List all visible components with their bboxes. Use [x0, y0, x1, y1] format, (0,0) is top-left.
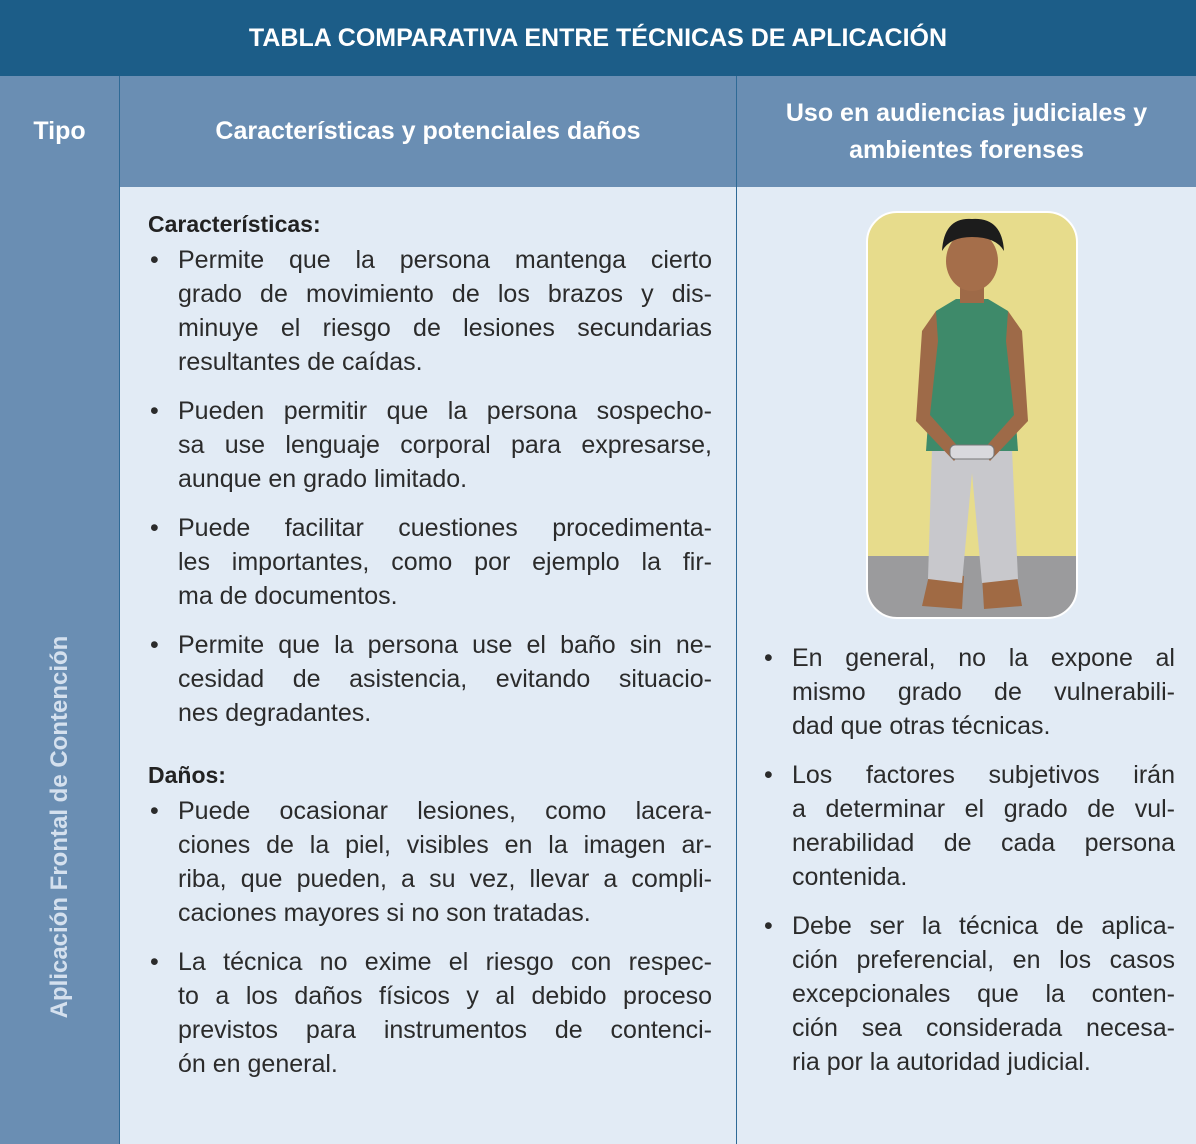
text-line: a determinar el grado de vul- — [792, 795, 1175, 823]
type-cell: Aplicación Frontal de Contención — [0, 187, 120, 1144]
table-title: TABLA COMPARATIVA ENTRE TÉCNICAS DE APLI… — [0, 0, 1196, 76]
text-line: excepcionales que la conten- — [792, 980, 1175, 1008]
text-line: cesidad de asistencia, evitando situacio… — [178, 665, 712, 693]
bullet-list: Puede ocasionar lesiones, como lacera-ci… — [148, 794, 712, 1081]
text-line: sa use lenguaje corporal para expresarse… — [178, 431, 712, 459]
text-line: ción preferencial, en los casos — [792, 946, 1175, 974]
text-line: previstos para instrumentos de contenci- — [178, 1016, 712, 1044]
text-line: les importantes, como por ejemplo la fir… — [178, 548, 712, 576]
text-line: resultantes de caídas. — [178, 348, 423, 376]
text-line: minuye el riesgo de lesiones secundarias — [178, 314, 712, 342]
bullet-item: Debe ser la técnica de aplica-ción prefe… — [762, 909, 1175, 1079]
text-line: nes degradantes. — [178, 699, 372, 727]
type-label: Aplicación Frontal de Contención — [46, 635, 73, 1019]
text-line: aunque en grado limitado. — [178, 465, 468, 493]
usage-cell: En general, no la expone al mismo grado d… — [737, 187, 1196, 1144]
bullet-item: En general, no la expone al mismo grado d… — [762, 641, 1175, 743]
text-line: riba, que pueden, a su vez, llevar a com… — [178, 865, 712, 893]
text-line: grado de movimiento de los brazos y dis- — [178, 280, 712, 308]
bullet-item: Los factores subjetivos irán a determinar… — [762, 758, 1175, 894]
text-line: ciones de la piel, visibles en la imagen… — [178, 831, 712, 859]
text-line: to a los daños físicos y al debido proce… — [178, 982, 712, 1010]
text-line: Los factores subjetivos irán — [792, 761, 1175, 789]
section-heading: Características: — [148, 211, 321, 237]
text-line: dad que otras técnicas. — [792, 712, 1051, 740]
bullet-item: Puede facilitar cuestiones procedimenta-… — [148, 511, 712, 613]
section-heading: Daños: — [148, 762, 226, 788]
bullet-item: Pueden permitir que la persona sospecho-… — [148, 394, 712, 496]
bullet-list: Permite que la persona mantenga cierto gr… — [148, 243, 712, 730]
header-cell: Tipo — [0, 76, 120, 187]
header-cell: Uso en audiencias judiciales y ambientes… — [737, 76, 1196, 187]
text-line: Debe ser la técnica de aplica- — [792, 912, 1175, 940]
bullet-item: Permite que la persona use el baño sin n… — [148, 628, 712, 730]
text-line: Permite que la persona mantenga cierto — [178, 246, 712, 274]
bullet-list: En general, no la expone al mismo grado d… — [762, 641, 1175, 1079]
text-line: ria por la autoridad judicial. — [792, 1048, 1091, 1076]
illustration — [866, 211, 1078, 619]
text-line: Puede ocasionar lesiones, como lacera- — [178, 797, 712, 825]
text-line: ción sea considerada necesa- — [792, 1014, 1175, 1042]
text-line: caciones mayores si no son tratadas. — [178, 899, 591, 927]
header-cell: Características y potenciales daños — [120, 76, 737, 187]
text-line: mismo grado de vulnerabili- — [792, 678, 1175, 706]
bullet-item: Puede ocasionar lesiones, como lacera-ci… — [148, 794, 712, 930]
bullet-item: Permite que la persona mantenga cierto gr… — [148, 243, 712, 379]
characteristics-cell: Características: Permite que la persona … — [120, 187, 737, 1144]
text-line: nerabilidad de cada persona — [792, 829, 1175, 857]
text-line: contenida. — [792, 863, 908, 891]
text-line: Puede facilitar cuestiones procedimenta- — [178, 514, 712, 542]
text-line: Permite que la persona use el baño sin n… — [178, 631, 712, 659]
text-line: La técnica no exime el riesgo con respec… — [178, 948, 712, 976]
bullet-item: La técnica no exime el riesgo con respec… — [148, 945, 712, 1081]
text-line: ma de documentos. — [178, 582, 398, 610]
text-line: ón en general. — [178, 1050, 338, 1078]
text-line: En general, no la expone al — [792, 644, 1175, 672]
text-line: Pueden permitir que la persona sospecho- — [178, 397, 712, 425]
